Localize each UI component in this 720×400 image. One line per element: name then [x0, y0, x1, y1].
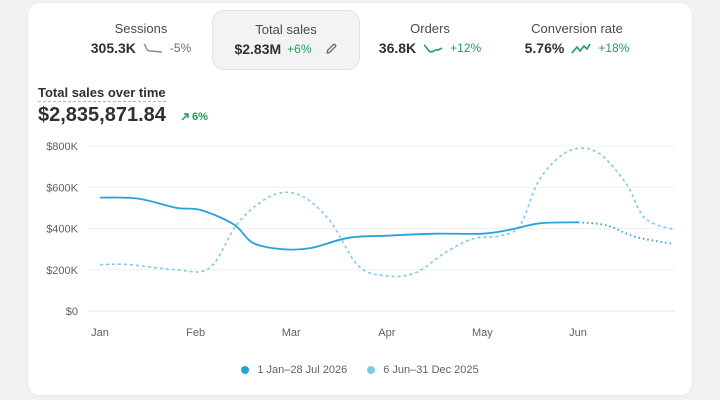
y-tick-label: $800K — [46, 141, 78, 153]
metric-orders[interactable]: Orders 36.8K +12% — [356, 10, 504, 70]
x-tick-label: Jan — [91, 327, 109, 339]
metric-delta: +18% — [598, 41, 630, 55]
metric-label: Conversion rate — [531, 21, 623, 36]
metric-delta: +12% — [450, 41, 482, 55]
total-delta-value: 6% — [192, 111, 208, 123]
sparkline-up-icon — [423, 44, 443, 53]
metric-total-sales[interactable]: Total sales $2.83M +6% — [212, 10, 360, 70]
sparkline-down-icon — [143, 43, 162, 53]
x-tick-label: May — [472, 327, 493, 339]
x-tick-label: Jun — [569, 327, 587, 339]
total-delta: 6% — [180, 111, 208, 123]
legend-label: 6 Jun–31 Dec 2025 — [383, 364, 479, 376]
chart-title[interactable]: Total sales over time — [38, 85, 166, 102]
legend-item-comparison[interactable]: 6 Jun–31 Dec 2025 — [367, 364, 479, 376]
metric-value: 305.3K — [90, 40, 136, 56]
legend-item-current[interactable]: 1 Jan–28 Jul 2026 — [241, 364, 347, 376]
metric-sessions[interactable]: Sessions 305.3K -5% — [67, 10, 215, 70]
metric-conversion-rate[interactable]: Conversion rate 5.76% +18% — [503, 10, 651, 70]
legend-dot-icon — [241, 366, 250, 374]
metric-delta: +6% — [287, 42, 312, 56]
legend-dot-icon — [367, 366, 376, 374]
x-tick-label: Feb — [186, 327, 205, 339]
chart-legend: 1 Jan–28 Jul 2026 6 Jun–31 Dec 2025 — [0, 364, 720, 376]
metric-label: Sessions — [114, 21, 168, 36]
x-tick-label: Apr — [378, 327, 395, 339]
y-tick-label: $400K — [46, 224, 78, 236]
metric-delta: -5% — [169, 41, 192, 55]
legend-label: 1 Jan–28 Jul 2026 — [257, 364, 348, 376]
pencil-icon[interactable] — [324, 42, 338, 56]
arrow-up-right-icon — [181, 113, 189, 121]
y-tick-label: $200K — [46, 265, 78, 277]
y-tick-label: $600K — [46, 182, 78, 194]
total-value: $2,835,871.84 — [38, 104, 166, 126]
series-line-comparison — [99, 147, 674, 278]
x-tick-label: Mar — [282, 327, 301, 339]
metric-label: Total sales — [255, 22, 317, 37]
series-line-current — [99, 196, 579, 251]
metric-value: $2.83M — [234, 41, 282, 57]
sparkline-up-icon — [571, 43, 592, 54]
y-tick-label: $0 — [66, 306, 78, 318]
metric-value: 5.76% — [524, 40, 565, 56]
metric-label: Orders — [410, 21, 450, 36]
metric-value: 36.8K — [378, 40, 417, 56]
series-line-current-projected — [577, 221, 674, 245]
